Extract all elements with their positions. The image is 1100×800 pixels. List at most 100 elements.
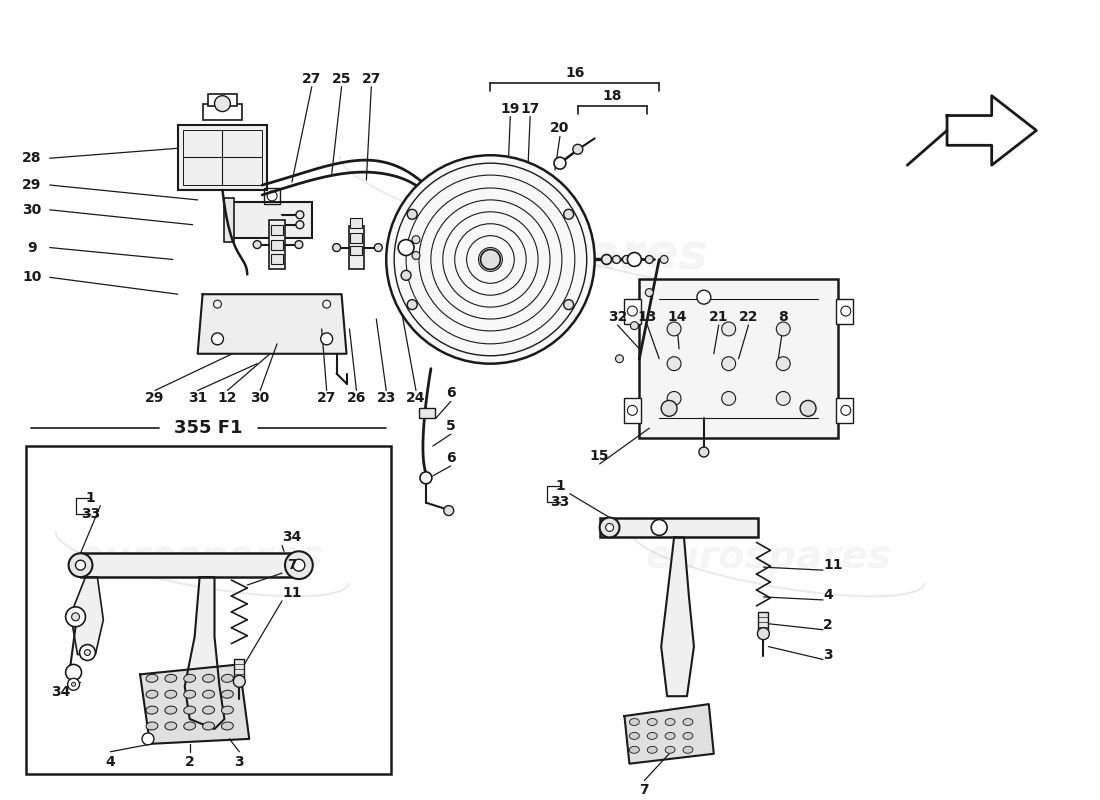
Text: 3: 3 <box>823 647 833 662</box>
Bar <box>349 226 364 270</box>
Bar <box>271 225 283 234</box>
Bar <box>600 518 758 538</box>
Ellipse shape <box>666 718 675 726</box>
Text: 13: 13 <box>638 310 657 324</box>
Ellipse shape <box>221 674 233 682</box>
Text: 27: 27 <box>317 391 337 406</box>
Polygon shape <box>198 294 346 354</box>
Bar <box>419 408 435 418</box>
Polygon shape <box>947 96 1036 165</box>
Circle shape <box>85 650 90 655</box>
Text: 27: 27 <box>362 72 381 86</box>
Text: 11: 11 <box>823 558 843 572</box>
Circle shape <box>68 554 92 577</box>
Text: 20: 20 <box>550 122 570 135</box>
Circle shape <box>142 733 154 745</box>
Text: 12: 12 <box>218 391 238 406</box>
Polygon shape <box>661 538 694 696</box>
Text: 34: 34 <box>51 686 70 699</box>
Polygon shape <box>185 577 224 729</box>
Bar <box>625 299 641 324</box>
Circle shape <box>606 523 614 531</box>
Circle shape <box>296 221 304 229</box>
Text: eurospares: eurospares <box>646 538 891 576</box>
Text: 18: 18 <box>603 89 623 102</box>
Circle shape <box>214 96 230 111</box>
Circle shape <box>79 645 96 661</box>
Circle shape <box>398 240 414 255</box>
Circle shape <box>630 322 638 330</box>
Text: 17: 17 <box>520 102 540 115</box>
Polygon shape <box>625 704 714 764</box>
Circle shape <box>616 354 624 362</box>
Bar <box>26 446 392 774</box>
Circle shape <box>613 255 620 263</box>
Ellipse shape <box>683 746 693 754</box>
Circle shape <box>67 678 79 690</box>
Text: 16: 16 <box>565 66 584 80</box>
Circle shape <box>602 254 612 265</box>
Circle shape <box>321 333 332 345</box>
Text: 32: 32 <box>608 310 627 324</box>
Bar <box>351 246 362 255</box>
Circle shape <box>253 241 261 249</box>
Text: 29: 29 <box>22 178 42 192</box>
Ellipse shape <box>683 718 693 726</box>
Text: 25: 25 <box>332 72 351 86</box>
Text: 8: 8 <box>779 310 788 324</box>
Circle shape <box>563 300 573 310</box>
Circle shape <box>661 401 678 416</box>
Ellipse shape <box>202 690 215 698</box>
Circle shape <box>296 211 304 218</box>
Text: 1: 1 <box>556 478 564 493</box>
Text: 26: 26 <box>346 391 366 406</box>
Ellipse shape <box>146 722 158 730</box>
Text: 30: 30 <box>251 391 270 406</box>
Ellipse shape <box>146 690 158 698</box>
Ellipse shape <box>629 733 639 739</box>
Bar <box>758 612 769 630</box>
Bar <box>836 299 852 324</box>
Bar <box>80 554 304 577</box>
Circle shape <box>420 472 432 484</box>
Circle shape <box>412 251 420 259</box>
Bar <box>625 398 641 423</box>
Circle shape <box>332 243 341 251</box>
Circle shape <box>407 210 417 219</box>
Ellipse shape <box>202 674 215 682</box>
Circle shape <box>76 560 86 570</box>
Circle shape <box>777 357 790 370</box>
Circle shape <box>623 255 630 263</box>
Bar <box>178 126 267 190</box>
Circle shape <box>667 357 681 370</box>
Ellipse shape <box>146 706 158 714</box>
Ellipse shape <box>202 706 215 714</box>
Ellipse shape <box>184 674 196 682</box>
Text: 21: 21 <box>710 310 728 324</box>
Bar <box>404 228 428 267</box>
Circle shape <box>646 255 653 263</box>
Text: 24: 24 <box>406 391 426 406</box>
Text: 34: 34 <box>283 530 301 544</box>
Circle shape <box>600 518 619 538</box>
Text: 9: 9 <box>28 241 36 254</box>
Text: 33: 33 <box>80 506 100 521</box>
Ellipse shape <box>165 690 177 698</box>
Ellipse shape <box>647 733 657 739</box>
Bar <box>639 279 838 438</box>
Circle shape <box>412 236 420 243</box>
Bar <box>183 130 262 185</box>
Circle shape <box>407 300 417 310</box>
Circle shape <box>563 210 573 219</box>
Bar <box>270 220 285 270</box>
Circle shape <box>646 289 653 297</box>
Circle shape <box>627 306 637 316</box>
Circle shape <box>651 519 667 535</box>
Text: 2: 2 <box>823 618 833 632</box>
Ellipse shape <box>184 722 196 730</box>
Text: 23: 23 <box>376 391 396 406</box>
Ellipse shape <box>202 722 215 730</box>
Ellipse shape <box>184 690 196 698</box>
Ellipse shape <box>629 718 639 726</box>
Text: eurospares: eurospares <box>78 538 323 576</box>
